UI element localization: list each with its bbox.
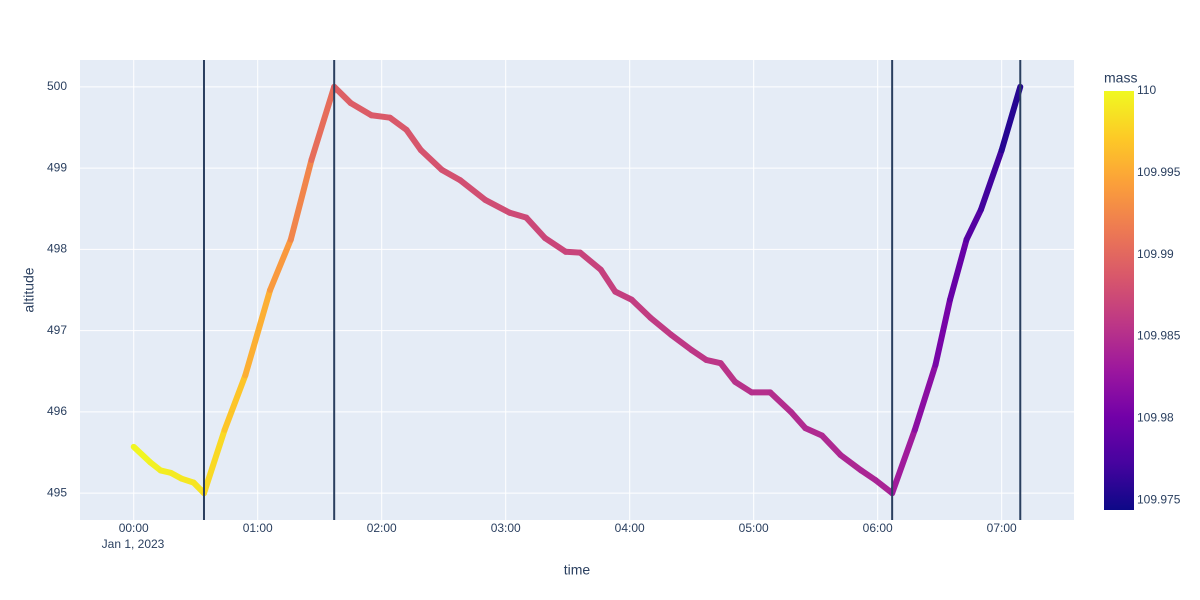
line-segment	[597, 266, 619, 295]
colorbar-tick-label: 110	[1137, 83, 1156, 97]
x-tick-label: 03:00	[491, 521, 521, 535]
line-segment	[523, 214, 548, 241]
line-segment	[872, 477, 896, 497]
line-segment	[403, 126, 424, 154]
line-segment	[787, 408, 809, 432]
line-segment	[647, 314, 675, 338]
plot-area	[80, 60, 1074, 520]
line-segment	[438, 166, 464, 184]
line-segment	[668, 331, 695, 354]
x-tick-label: 06:00	[863, 521, 893, 535]
colorbar-tick-label: 109.985	[1137, 329, 1181, 343]
line-segment	[911, 361, 939, 433]
y-tick-label: 500	[47, 79, 67, 93]
line-segment	[802, 425, 825, 439]
line-segment	[767, 389, 794, 415]
line-segment	[200, 426, 228, 497]
line-segment	[242, 287, 274, 379]
x-date-label: Jan 1, 2023	[102, 537, 165, 551]
line-segment	[932, 296, 954, 368]
line-segment	[386, 114, 410, 133]
colorbar-tick-label: 109.98	[1137, 411, 1174, 425]
line-segment	[732, 378, 755, 396]
colorbar-tick-label: 109.975	[1137, 492, 1181, 506]
line-segment	[998, 83, 1024, 154]
line-segment	[889, 426, 918, 497]
colorbar-title: mass	[1104, 70, 1137, 86]
colorbar-tick-label: 109.99	[1137, 247, 1174, 261]
line-segment	[947, 236, 970, 303]
line-segment	[267, 236, 294, 293]
line-segment	[221, 372, 249, 433]
x-tick-label: 00:00	[119, 521, 149, 535]
line-segment	[368, 112, 393, 121]
x-axis-title: time	[564, 562, 591, 578]
line-segment	[287, 156, 315, 243]
line-segment	[963, 206, 985, 243]
y-tick-label: 497	[47, 323, 67, 337]
line-segment	[308, 83, 338, 163]
line-segment	[417, 147, 445, 173]
y-tick-label: 498	[47, 242, 67, 256]
y-tick-label: 499	[47, 160, 67, 174]
y-tick-label: 496	[47, 404, 67, 418]
line-segment	[457, 177, 489, 203]
x-tick-label: 07:00	[987, 521, 1017, 535]
x-tick-label: 05:00	[739, 521, 769, 535]
line-segment	[978, 147, 1005, 213]
line-segment	[628, 296, 654, 321]
colorbar	[1104, 91, 1134, 510]
line-segment	[482, 196, 513, 216]
y-axis-title: altitude	[21, 267, 37, 312]
colorbar-tick-label: 109.995	[1137, 165, 1181, 179]
line-segment	[612, 288, 635, 303]
line-segment	[541, 234, 569, 255]
line-segment	[818, 432, 844, 458]
x-tick-label: 02:00	[367, 521, 397, 535]
x-tick-label: 01:00	[243, 521, 273, 535]
y-tick-label: 495	[47, 485, 67, 499]
line-segment	[347, 100, 375, 119]
x-tick-label: 04:00	[615, 521, 645, 535]
line-segment	[837, 451, 865, 474]
line-segment	[331, 83, 354, 107]
line-segment	[577, 249, 604, 273]
line-segment	[130, 443, 154, 466]
line-segment	[717, 360, 739, 385]
